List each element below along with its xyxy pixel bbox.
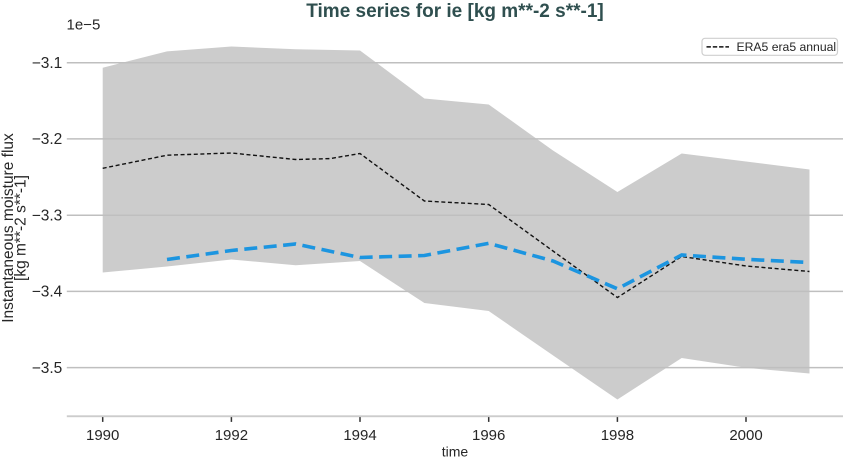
svg-text:1998: 1998 (601, 427, 634, 444)
svg-text:1994: 1994 (343, 427, 376, 444)
svg-text:ERA5 era5 annual: ERA5 era5 annual (737, 40, 837, 54)
svg-text:Time series for ie [kg m**-2 s: Time series for ie [kg m**-2 s**-1] (306, 1, 603, 22)
svg-text:2000: 2000 (729, 427, 762, 444)
svg-text:[kg m**-2 s**-1]: [kg m**-2 s**-1] (13, 175, 30, 281)
svg-text:−3.1: −3.1 (32, 55, 63, 72)
svg-text:1e−5: 1e−5 (67, 16, 101, 33)
svg-text:1992: 1992 (215, 427, 248, 444)
svg-text:−3.5: −3.5 (32, 360, 63, 377)
svg-text:−3.2: −3.2 (32, 131, 63, 148)
svg-text:−3.3: −3.3 (32, 207, 63, 224)
svg-text:Instantaneous moisture flux: Instantaneous moisture flux (0, 133, 17, 323)
svg-text:time: time (442, 444, 469, 457)
svg-text:1996: 1996 (472, 427, 505, 444)
svg-text:1990: 1990 (86, 427, 119, 444)
svg-text:−3.4: −3.4 (32, 284, 63, 301)
